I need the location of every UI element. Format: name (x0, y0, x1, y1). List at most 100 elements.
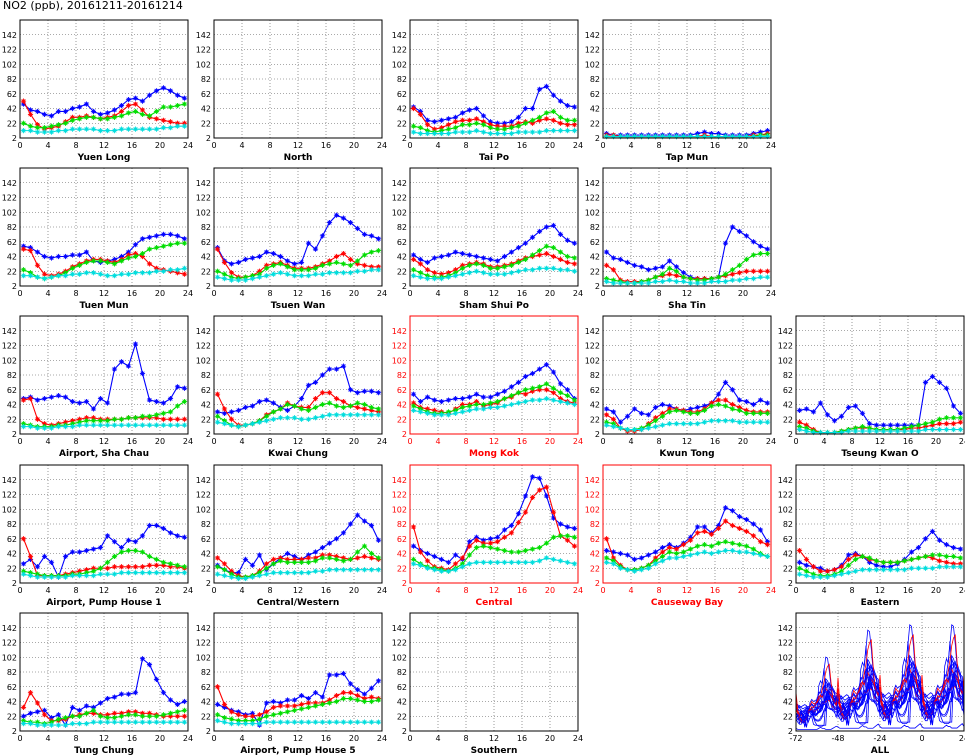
y-tick-label: 102 (778, 653, 793, 662)
x-tick-label: 16 (127, 141, 137, 150)
y-tick-label: 42 (201, 401, 211, 410)
y-tick-label: 122 (392, 194, 407, 203)
page-title: NO2 (ppb), 20161211-20161214 (3, 0, 183, 12)
y-tick-label: 122 (392, 342, 407, 351)
y-tick-label: 82 (397, 75, 407, 84)
x-tick-label: 8 (656, 437, 661, 446)
x-tick-label: 4 (45, 437, 50, 446)
y-tick-label: 62 (397, 386, 407, 395)
x-tick-label: 20 (931, 586, 941, 595)
y-tick-label: 62 (590, 535, 600, 544)
panel-frame (602, 315, 772, 435)
x-tick-label: 16 (321, 437, 331, 446)
y-tick-label: 42 (201, 105, 211, 114)
x-tick-label: 12 (682, 141, 692, 150)
panel-frame (409, 464, 579, 584)
y-tick-label: 62 (397, 90, 407, 99)
y-tick-label: 142 (585, 476, 600, 485)
x-tick-label: 20 (931, 437, 941, 446)
x-tick-label: 20 (155, 141, 165, 150)
y-tick-label: 22 (397, 267, 407, 276)
x-tick-label: 0 (17, 141, 22, 150)
x-tick-label: 4 (45, 586, 50, 595)
y-tick-label: 82 (201, 223, 211, 232)
y-tick-label: 2 (12, 579, 17, 588)
x-tick-label: 0 (793, 437, 798, 446)
x-tick-label: 12 (682, 586, 692, 595)
x-tick-label: 4 (239, 586, 244, 595)
x-tick-label: 8 (463, 289, 468, 298)
x-tick-label: 12 (99, 141, 109, 150)
x-tick-label: 0 (211, 586, 216, 595)
x-tick-label: 12 (293, 141, 303, 150)
x-tick-label: 4 (435, 141, 440, 150)
x-tick-label: 0 (407, 734, 412, 743)
series-markers (410, 250, 578, 277)
y-tick-label: 142 (196, 179, 211, 188)
y-tick-label: 142 (585, 31, 600, 40)
y-tick-label: 142 (392, 31, 407, 40)
series-markers (603, 133, 771, 140)
y-tick-label: 122 (585, 46, 600, 55)
series-line (23, 401, 185, 428)
x-tick-label: 4 (435, 289, 440, 298)
x-tick-label: 4 (821, 437, 826, 446)
y-tick-label: 142 (196, 327, 211, 336)
panel-frame (602, 167, 772, 287)
y-tick-label: 62 (7, 683, 17, 692)
y-tick-label: 102 (392, 653, 407, 662)
x-tick-label: 24 (183, 734, 193, 743)
series-line (795, 633, 965, 723)
y-tick-label: 22 (783, 712, 793, 721)
y-tick-label: 42 (397, 253, 407, 262)
x-tick-label: 0 (17, 586, 22, 595)
x-tick-label: 20 (349, 734, 359, 743)
y-tick-label: 122 (2, 491, 17, 500)
y-tick-label: 82 (201, 520, 211, 529)
y-tick-label: 82 (590, 520, 600, 529)
y-tick-label: 122 (2, 342, 17, 351)
y-tick-label: 2 (595, 579, 600, 588)
series-markers (796, 426, 964, 436)
x-tick-label: 8 (463, 437, 468, 446)
y-tick-label: 142 (585, 179, 600, 188)
y-tick-label: 142 (585, 327, 600, 336)
y-tick-label: 22 (7, 564, 17, 573)
x-tick-label: 16 (127, 289, 137, 298)
panel-title: Tap Mun (666, 153, 708, 163)
x-tick-label: 0 (600, 437, 605, 446)
series-line (795, 723, 965, 730)
series-markers (214, 248, 382, 282)
x-tick-label: 8 (463, 734, 468, 743)
y-tick-label: 142 (392, 476, 407, 485)
y-tick-label: 62 (201, 238, 211, 247)
y-tick-label: 102 (392, 505, 407, 514)
series-markers (603, 547, 771, 574)
y-tick-label: 82 (7, 371, 17, 380)
series-markers (20, 265, 188, 282)
x-tick-label: 20 (349, 289, 359, 298)
y-tick-label: 2 (206, 579, 211, 588)
x-tick-label: 16 (517, 586, 527, 595)
x-tick-label: 20 (545, 289, 555, 298)
x-tick-label: 12 (489, 289, 499, 298)
x-tick-label: 8 (73, 734, 78, 743)
series-line (795, 672, 965, 728)
x-tick-label: 20 (155, 734, 165, 743)
panel-title: ALL (871, 746, 890, 755)
y-tick-label: 22 (7, 712, 17, 721)
y-tick-label: 42 (783, 698, 793, 707)
x-tick-label: 24 (573, 734, 583, 743)
y-tick-label: 42 (7, 253, 17, 262)
series-markers (410, 222, 578, 265)
y-tick-label: 22 (397, 712, 407, 721)
y-tick-label: 102 (585, 60, 600, 69)
y-tick-label: 122 (2, 46, 17, 55)
y-tick-label: 102 (778, 505, 793, 514)
y-tick-label: 102 (196, 60, 211, 69)
y-tick-label: 2 (206, 430, 211, 439)
